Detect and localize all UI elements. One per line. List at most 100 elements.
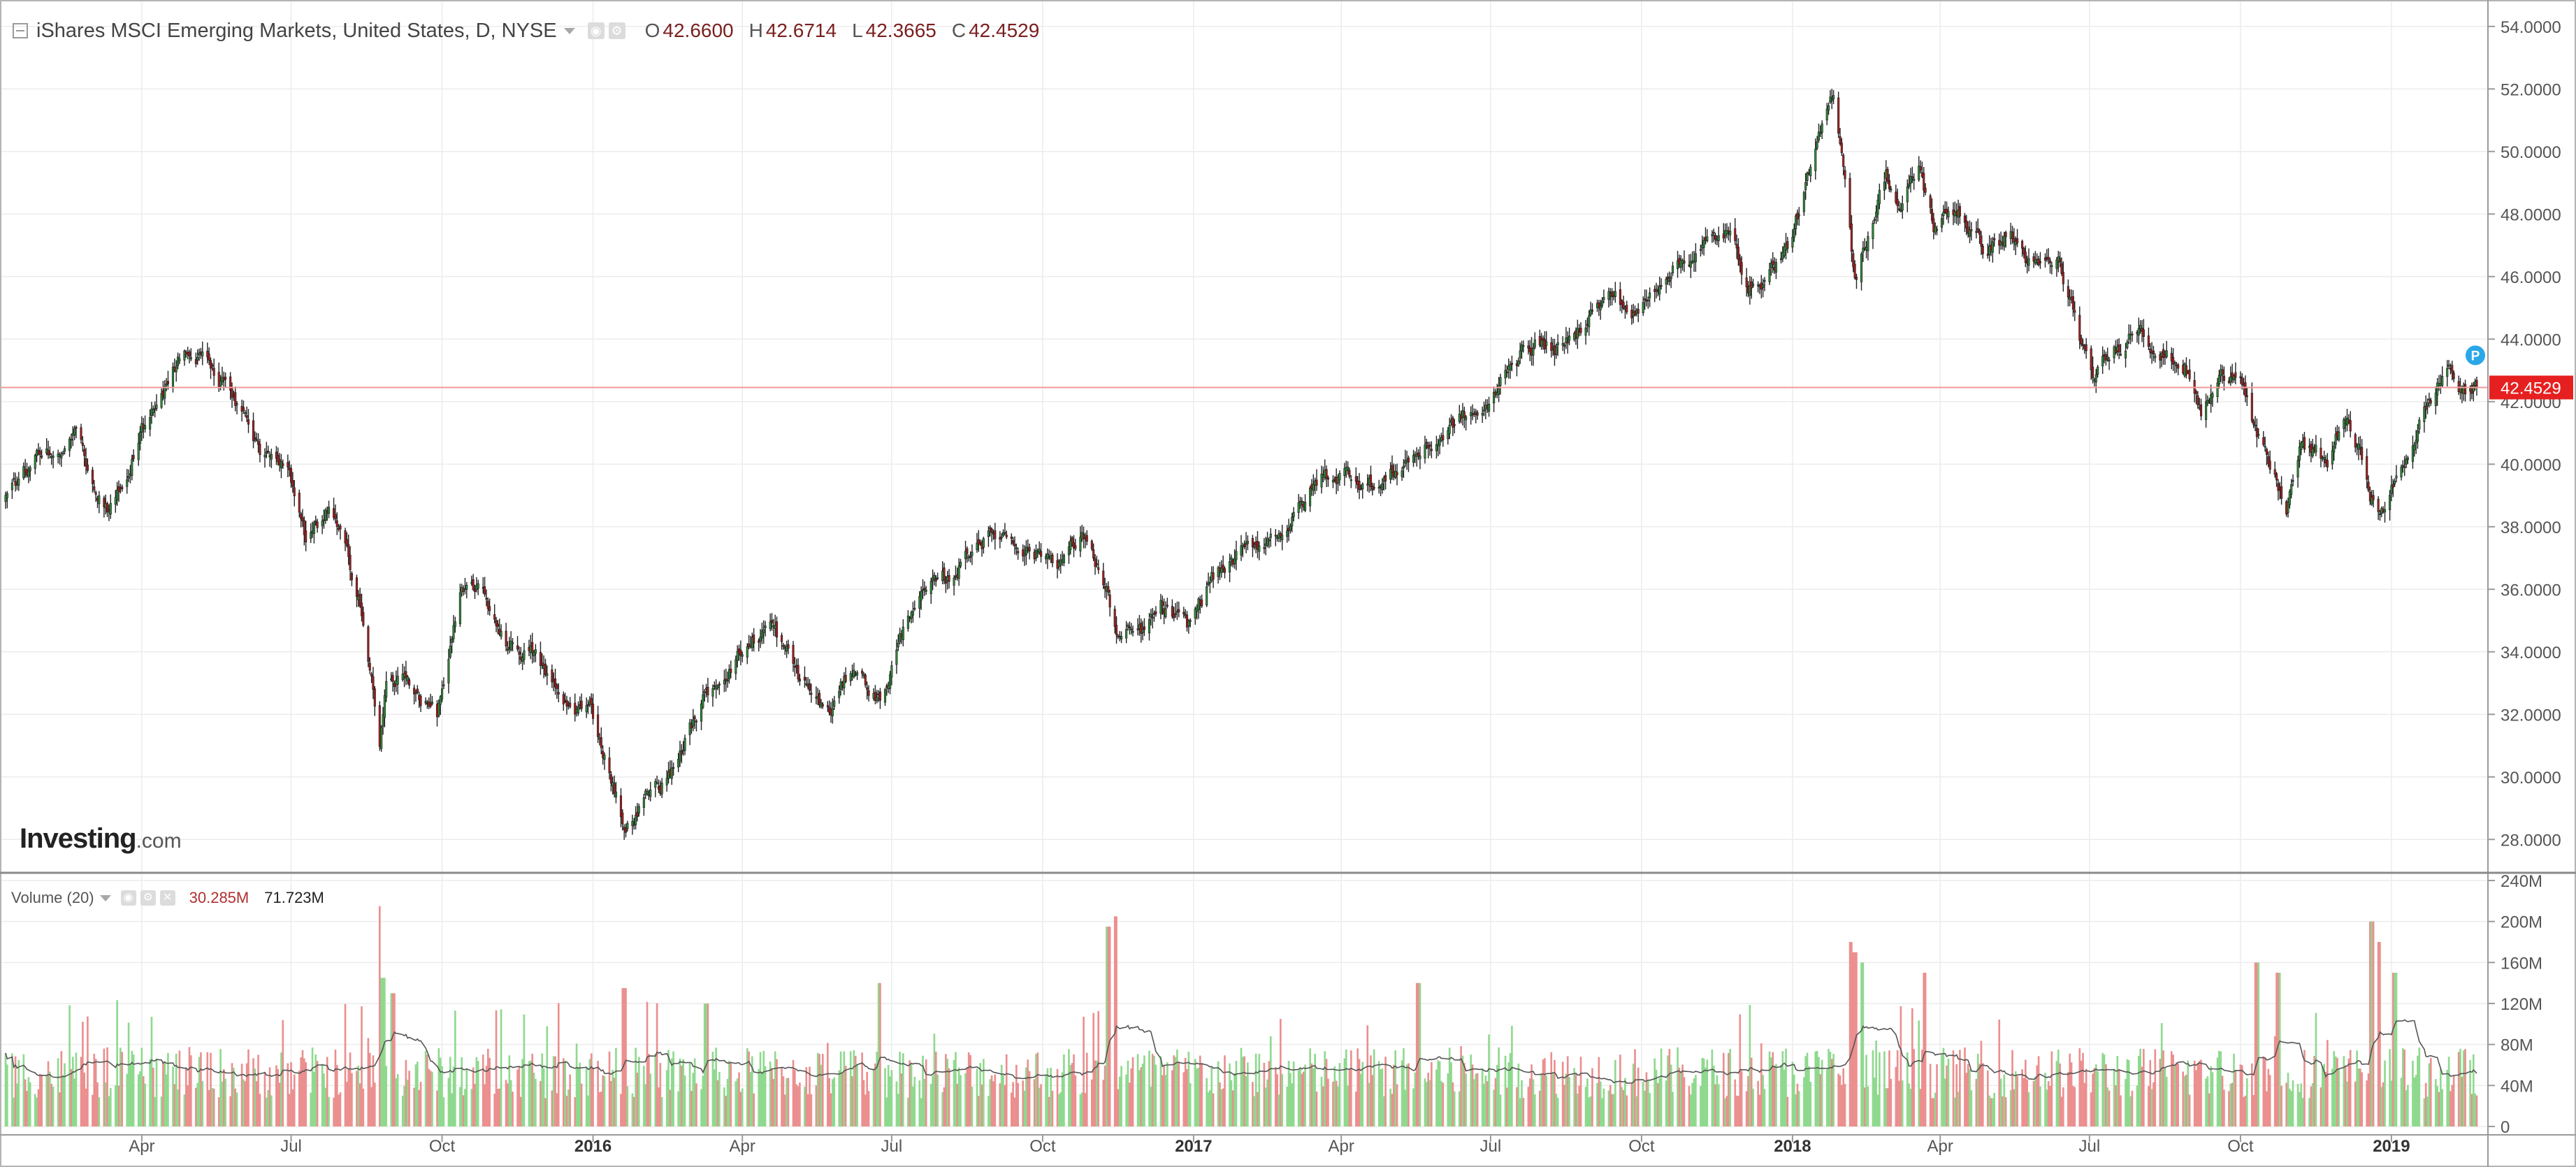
volume-bar — [1173, 1055, 1175, 1126]
volume-bar — [1750, 1057, 1753, 1126]
chevron-down-icon[interactable] — [563, 27, 575, 34]
volume-bar — [1965, 1073, 1968, 1126]
candle — [1832, 89, 1835, 105]
volume-bar — [92, 1094, 94, 1126]
candle — [2194, 389, 2198, 405]
volume-bar — [910, 1064, 913, 1126]
volume-bar — [2074, 1087, 2076, 1126]
volume-bar — [523, 1014, 526, 1126]
volume-bar — [670, 1058, 673, 1126]
candle — [1222, 555, 1224, 573]
volume-bar — [1614, 1059, 1616, 1126]
volume-bar — [2103, 1054, 2106, 1126]
candle — [1980, 231, 1983, 255]
volume-bar — [1115, 916, 1117, 1126]
volume-bar — [120, 1048, 122, 1126]
candle — [1424, 435, 1426, 464]
gear-icon[interactable]: ⚙ — [140, 890, 156, 906]
volume-bar — [1621, 1087, 1623, 1126]
close-icon[interactable]: ✕ — [159, 890, 175, 906]
volume-bar — [1712, 1065, 1715, 1126]
volume-bar — [2126, 1059, 2129, 1126]
volume-bar — [1762, 1075, 1764, 1126]
volume-bar — [2105, 1064, 2107, 1126]
volume-bar — [1224, 1055, 1226, 1126]
volume-bar — [1242, 1057, 1244, 1126]
candle — [2406, 456, 2409, 464]
collapse-icon[interactable] — [13, 23, 28, 38]
candle — [1046, 548, 1049, 570]
candle — [726, 672, 729, 688]
candle — [1338, 470, 1341, 486]
candle — [1001, 529, 1005, 537]
volume-bar — [507, 1083, 509, 1126]
candle — [2257, 428, 2260, 440]
volume-bar — [1389, 1088, 1391, 1126]
volume-bar — [464, 1089, 466, 1126]
candle — [805, 676, 808, 686]
candle — [121, 484, 124, 492]
volume-bar — [748, 1051, 750, 1126]
volume-bar — [2032, 1081, 2035, 1126]
volume-bar — [1842, 1068, 1845, 1126]
candle — [1206, 581, 1208, 607]
candle — [27, 466, 30, 484]
volume-bar — [2244, 1095, 2247, 1126]
volume-bar — [552, 1056, 555, 1126]
gear-icon[interactable]: ⚙ — [608, 22, 625, 39]
chevron-down-icon[interactable] — [99, 894, 111, 901]
candle — [1717, 226, 1720, 247]
volume-bar — [2475, 1095, 2478, 1126]
candle — [2415, 430, 2417, 454]
candle — [2118, 338, 2120, 359]
candle — [987, 525, 990, 547]
candle — [1291, 512, 1294, 532]
candle — [2323, 450, 2326, 468]
volume-bar — [1085, 1052, 1088, 1126]
volume-bar — [922, 1055, 924, 1126]
volume-bar — [2141, 1066, 2143, 1126]
volume-bar — [1345, 1049, 1347, 1126]
volume-bar — [551, 1090, 553, 1126]
volume-bar — [2037, 1056, 2040, 1126]
candle — [2426, 398, 2429, 414]
price-marker-icon[interactable]: P — [2464, 344, 2487, 367]
volume-bar — [1324, 1051, 1326, 1126]
volume-bar — [1348, 1068, 1351, 1126]
candle — [254, 431, 256, 443]
candle — [2451, 361, 2454, 381]
candle — [1712, 229, 1715, 242]
candle — [1358, 472, 1361, 500]
volume-bar — [71, 1057, 74, 1126]
candle — [557, 683, 560, 703]
volume-bar — [441, 1066, 443, 1126]
candle — [6, 491, 8, 509]
candle — [831, 698, 834, 724]
volume-bar — [615, 1048, 617, 1126]
volume-bar — [1978, 1064, 1981, 1126]
volume-bar — [1679, 1073, 1682, 1126]
volume-bar — [2002, 1096, 2004, 1126]
volume-bar — [1084, 1092, 1087, 1126]
volume-bar — [2164, 1067, 2166, 1126]
eye-icon[interactable]: ◉ — [120, 890, 136, 906]
candle — [1991, 237, 1994, 263]
candle — [693, 714, 696, 730]
candle — [1212, 566, 1215, 588]
volume-bar — [106, 1047, 108, 1126]
volume-bar — [1107, 927, 1110, 1126]
volume-bar — [2380, 1087, 2383, 1126]
candle — [1517, 357, 1520, 368]
volume-bar — [1791, 1061, 1794, 1126]
volume-bar — [1918, 1020, 1920, 1126]
eye-icon[interactable]: ◉ — [587, 22, 605, 39]
candle — [1588, 310, 1591, 336]
volume-bar — [177, 1089, 179, 1126]
volume-bar — [1338, 1063, 1341, 1126]
candle — [38, 447, 41, 465]
candle — [2050, 261, 2053, 275]
volume-bar — [715, 1048, 717, 1126]
volume-bar — [1724, 1098, 1726, 1126]
volume-bar — [1414, 1072, 1417, 1126]
